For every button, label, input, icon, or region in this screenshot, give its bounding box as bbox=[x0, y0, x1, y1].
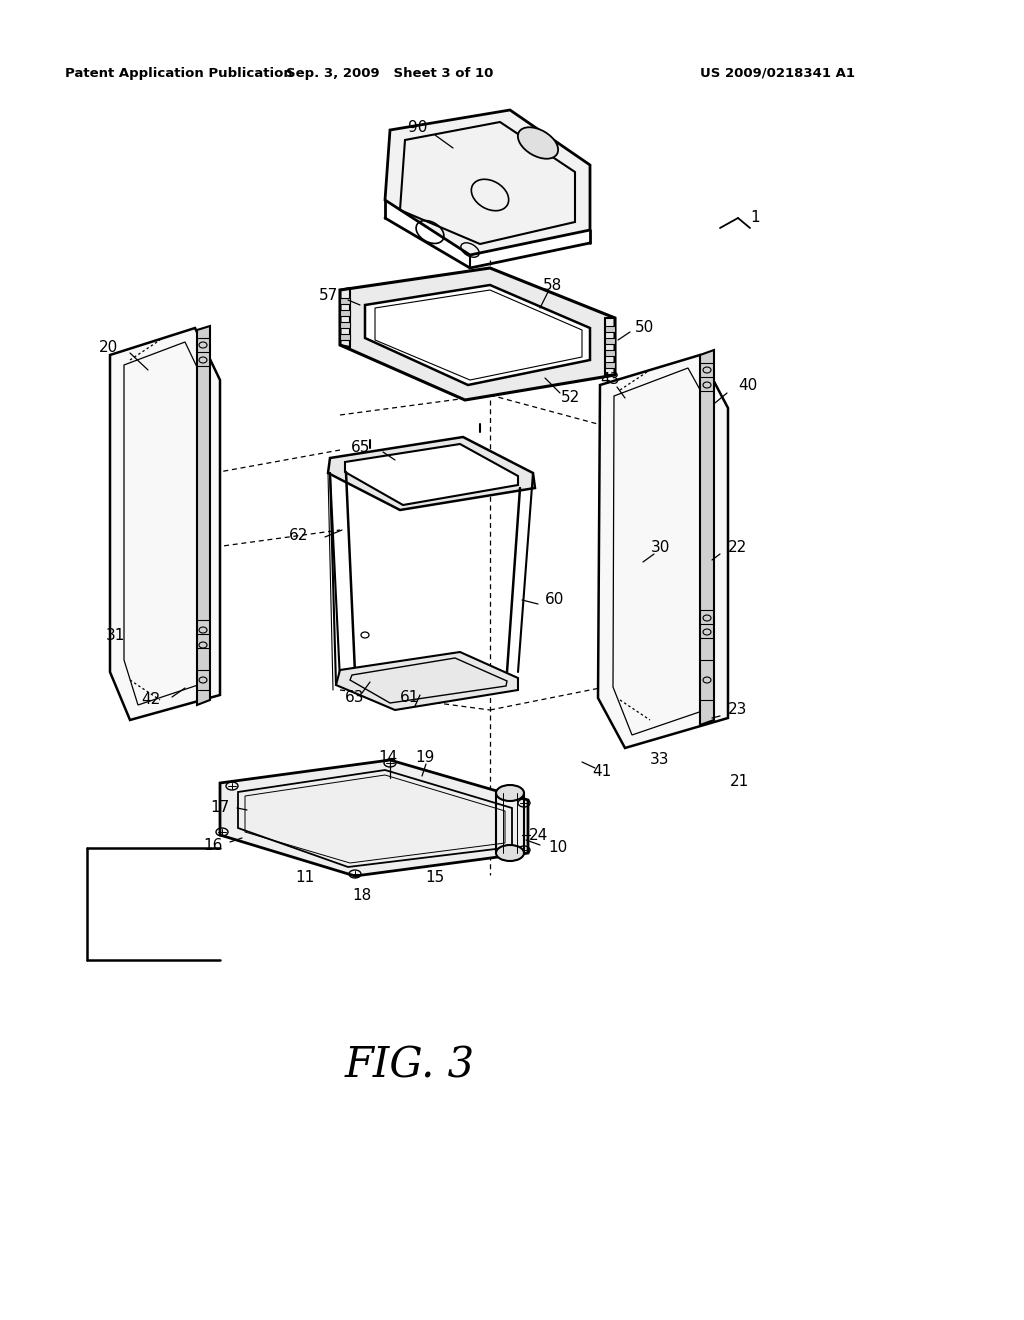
Text: 15: 15 bbox=[425, 870, 444, 886]
Text: 11: 11 bbox=[295, 870, 314, 884]
Polygon shape bbox=[340, 310, 350, 315]
Polygon shape bbox=[605, 326, 615, 333]
Polygon shape bbox=[605, 362, 615, 368]
Text: 16: 16 bbox=[204, 837, 223, 853]
Text: 61: 61 bbox=[400, 690, 420, 705]
Polygon shape bbox=[345, 444, 518, 506]
Polygon shape bbox=[197, 326, 210, 705]
Text: 19: 19 bbox=[416, 751, 434, 766]
Text: 50: 50 bbox=[635, 321, 654, 335]
Text: 62: 62 bbox=[289, 528, 308, 543]
Ellipse shape bbox=[496, 785, 524, 801]
Ellipse shape bbox=[496, 845, 524, 861]
Text: 20: 20 bbox=[98, 341, 118, 355]
Polygon shape bbox=[328, 437, 535, 510]
Text: 18: 18 bbox=[352, 887, 372, 903]
Polygon shape bbox=[220, 760, 528, 876]
Polygon shape bbox=[385, 110, 590, 255]
Polygon shape bbox=[110, 327, 220, 719]
Text: 42: 42 bbox=[140, 693, 160, 708]
Polygon shape bbox=[340, 298, 350, 304]
Text: 90: 90 bbox=[409, 120, 428, 136]
Text: Patent Application Publication: Patent Application Publication bbox=[65, 66, 293, 79]
Text: 1: 1 bbox=[751, 210, 760, 226]
Text: 58: 58 bbox=[543, 277, 561, 293]
Text: 21: 21 bbox=[730, 775, 750, 789]
Text: 57: 57 bbox=[318, 288, 338, 302]
Text: 24: 24 bbox=[528, 828, 548, 842]
Polygon shape bbox=[598, 355, 728, 748]
Text: Sep. 3, 2009   Sheet 3 of 10: Sep. 3, 2009 Sheet 3 of 10 bbox=[287, 66, 494, 79]
Polygon shape bbox=[605, 338, 615, 345]
Text: 10: 10 bbox=[548, 841, 567, 855]
Text: 30: 30 bbox=[650, 540, 670, 556]
Ellipse shape bbox=[518, 127, 558, 158]
Text: 40: 40 bbox=[738, 378, 758, 392]
Polygon shape bbox=[336, 652, 518, 710]
Text: 17: 17 bbox=[211, 800, 230, 816]
Polygon shape bbox=[340, 268, 615, 400]
Text: FIG. 3: FIG. 3 bbox=[345, 1044, 475, 1086]
Text: 14: 14 bbox=[379, 751, 397, 766]
Text: 33: 33 bbox=[650, 752, 670, 767]
Text: 63: 63 bbox=[345, 690, 365, 705]
Text: 22: 22 bbox=[728, 540, 748, 556]
Text: 31: 31 bbox=[105, 627, 125, 643]
Polygon shape bbox=[605, 350, 615, 356]
Text: 60: 60 bbox=[545, 593, 564, 607]
Text: 41: 41 bbox=[592, 764, 611, 780]
Text: 65: 65 bbox=[350, 441, 370, 455]
Text: 52: 52 bbox=[560, 391, 580, 405]
Polygon shape bbox=[340, 334, 350, 341]
Text: US 2009/0218341 A1: US 2009/0218341 A1 bbox=[700, 66, 855, 79]
Polygon shape bbox=[340, 322, 350, 327]
Text: 43: 43 bbox=[600, 372, 620, 388]
Polygon shape bbox=[365, 285, 590, 385]
Polygon shape bbox=[700, 350, 714, 725]
Text: 23: 23 bbox=[728, 702, 748, 718]
